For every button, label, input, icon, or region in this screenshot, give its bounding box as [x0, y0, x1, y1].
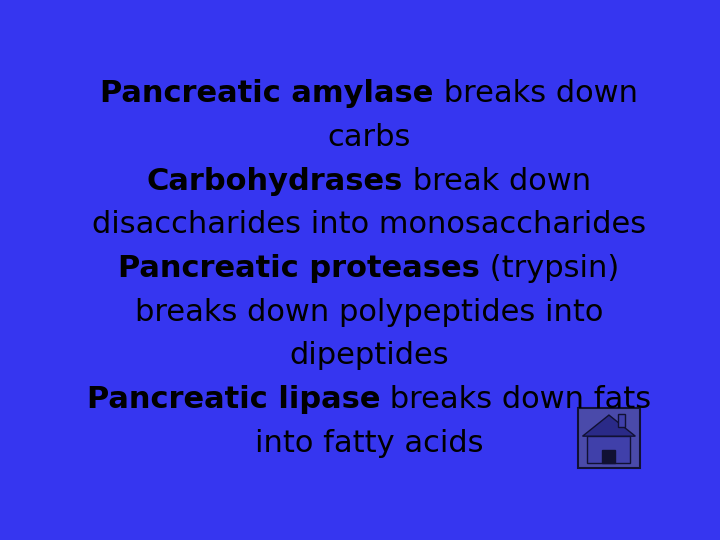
Text: into fatty acids: into fatty acids	[255, 429, 483, 458]
Text: disaccharides into monosaccharides: disaccharides into monosaccharides	[92, 211, 646, 239]
Bar	[618, 414, 625, 427]
Text: breaks down: breaks down	[433, 79, 638, 109]
Bar	[588, 436, 631, 463]
Text: breaks down polypeptides into: breaks down polypeptides into	[135, 298, 603, 327]
Text: breaks down fats: breaks down fats	[380, 385, 652, 414]
Text: Pancreatic amylase: Pancreatic amylase	[100, 79, 433, 109]
Text: dipeptides: dipeptides	[289, 341, 449, 370]
Text: Carbohydrases: Carbohydrases	[147, 167, 403, 195]
Text: break down: break down	[403, 167, 591, 195]
Text: (trypsin): (trypsin)	[480, 254, 620, 283]
FancyBboxPatch shape	[578, 408, 639, 468]
Text: Pancreatic proteases: Pancreatic proteases	[118, 254, 480, 283]
Bar	[603, 450, 616, 463]
Polygon shape	[582, 415, 635, 436]
Text: Pancreatic lipase: Pancreatic lipase	[86, 385, 380, 414]
Text: carbs: carbs	[328, 123, 410, 152]
